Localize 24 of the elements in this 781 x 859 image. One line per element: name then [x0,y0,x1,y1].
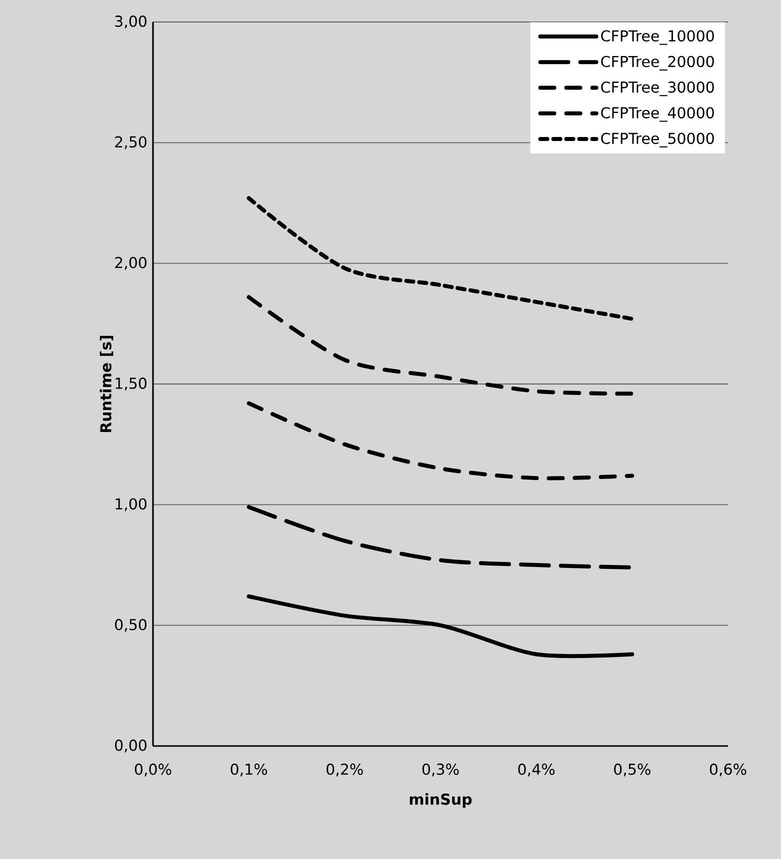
line-series [246,196,634,321]
line-series [246,295,634,396]
x-tick-label: 0,4% [518,764,555,776]
line-series [246,401,634,480]
x-tick-label: 0,0% [134,764,172,776]
x-tick-label: 0,6% [710,764,746,776]
y-tick-label: 0,00 [115,740,146,752]
legend-label: CFPTree_20000 [601,56,714,70]
x-tick-label: 0,2% [326,764,363,776]
x-axis-title: minSup [410,793,472,808]
x-tick-label: 0,5% [614,764,650,776]
y-tick-label: 1,00 [116,498,146,512]
y-axis-title: Runtime [s] [100,336,114,432]
legend-label: CFPTree_30000 [601,81,714,96]
legend-label: CFPTree_10000 [601,30,714,45]
x-tick-label: 0,1% [230,764,268,776]
legend-label: CFPTree_40000 [601,107,714,122]
legend-label: CFPTree_50000 [601,132,714,148]
x-tick-label: 0,3% [422,764,459,776]
y-tick-label: 2,50 [115,136,146,150]
y-tick-label: 1,50 [116,378,146,390]
y-tick-label: 2,00 [115,256,146,270]
y-tick-label: 3,00 [115,16,146,28]
y-tick-label: 0,50 [115,618,146,632]
